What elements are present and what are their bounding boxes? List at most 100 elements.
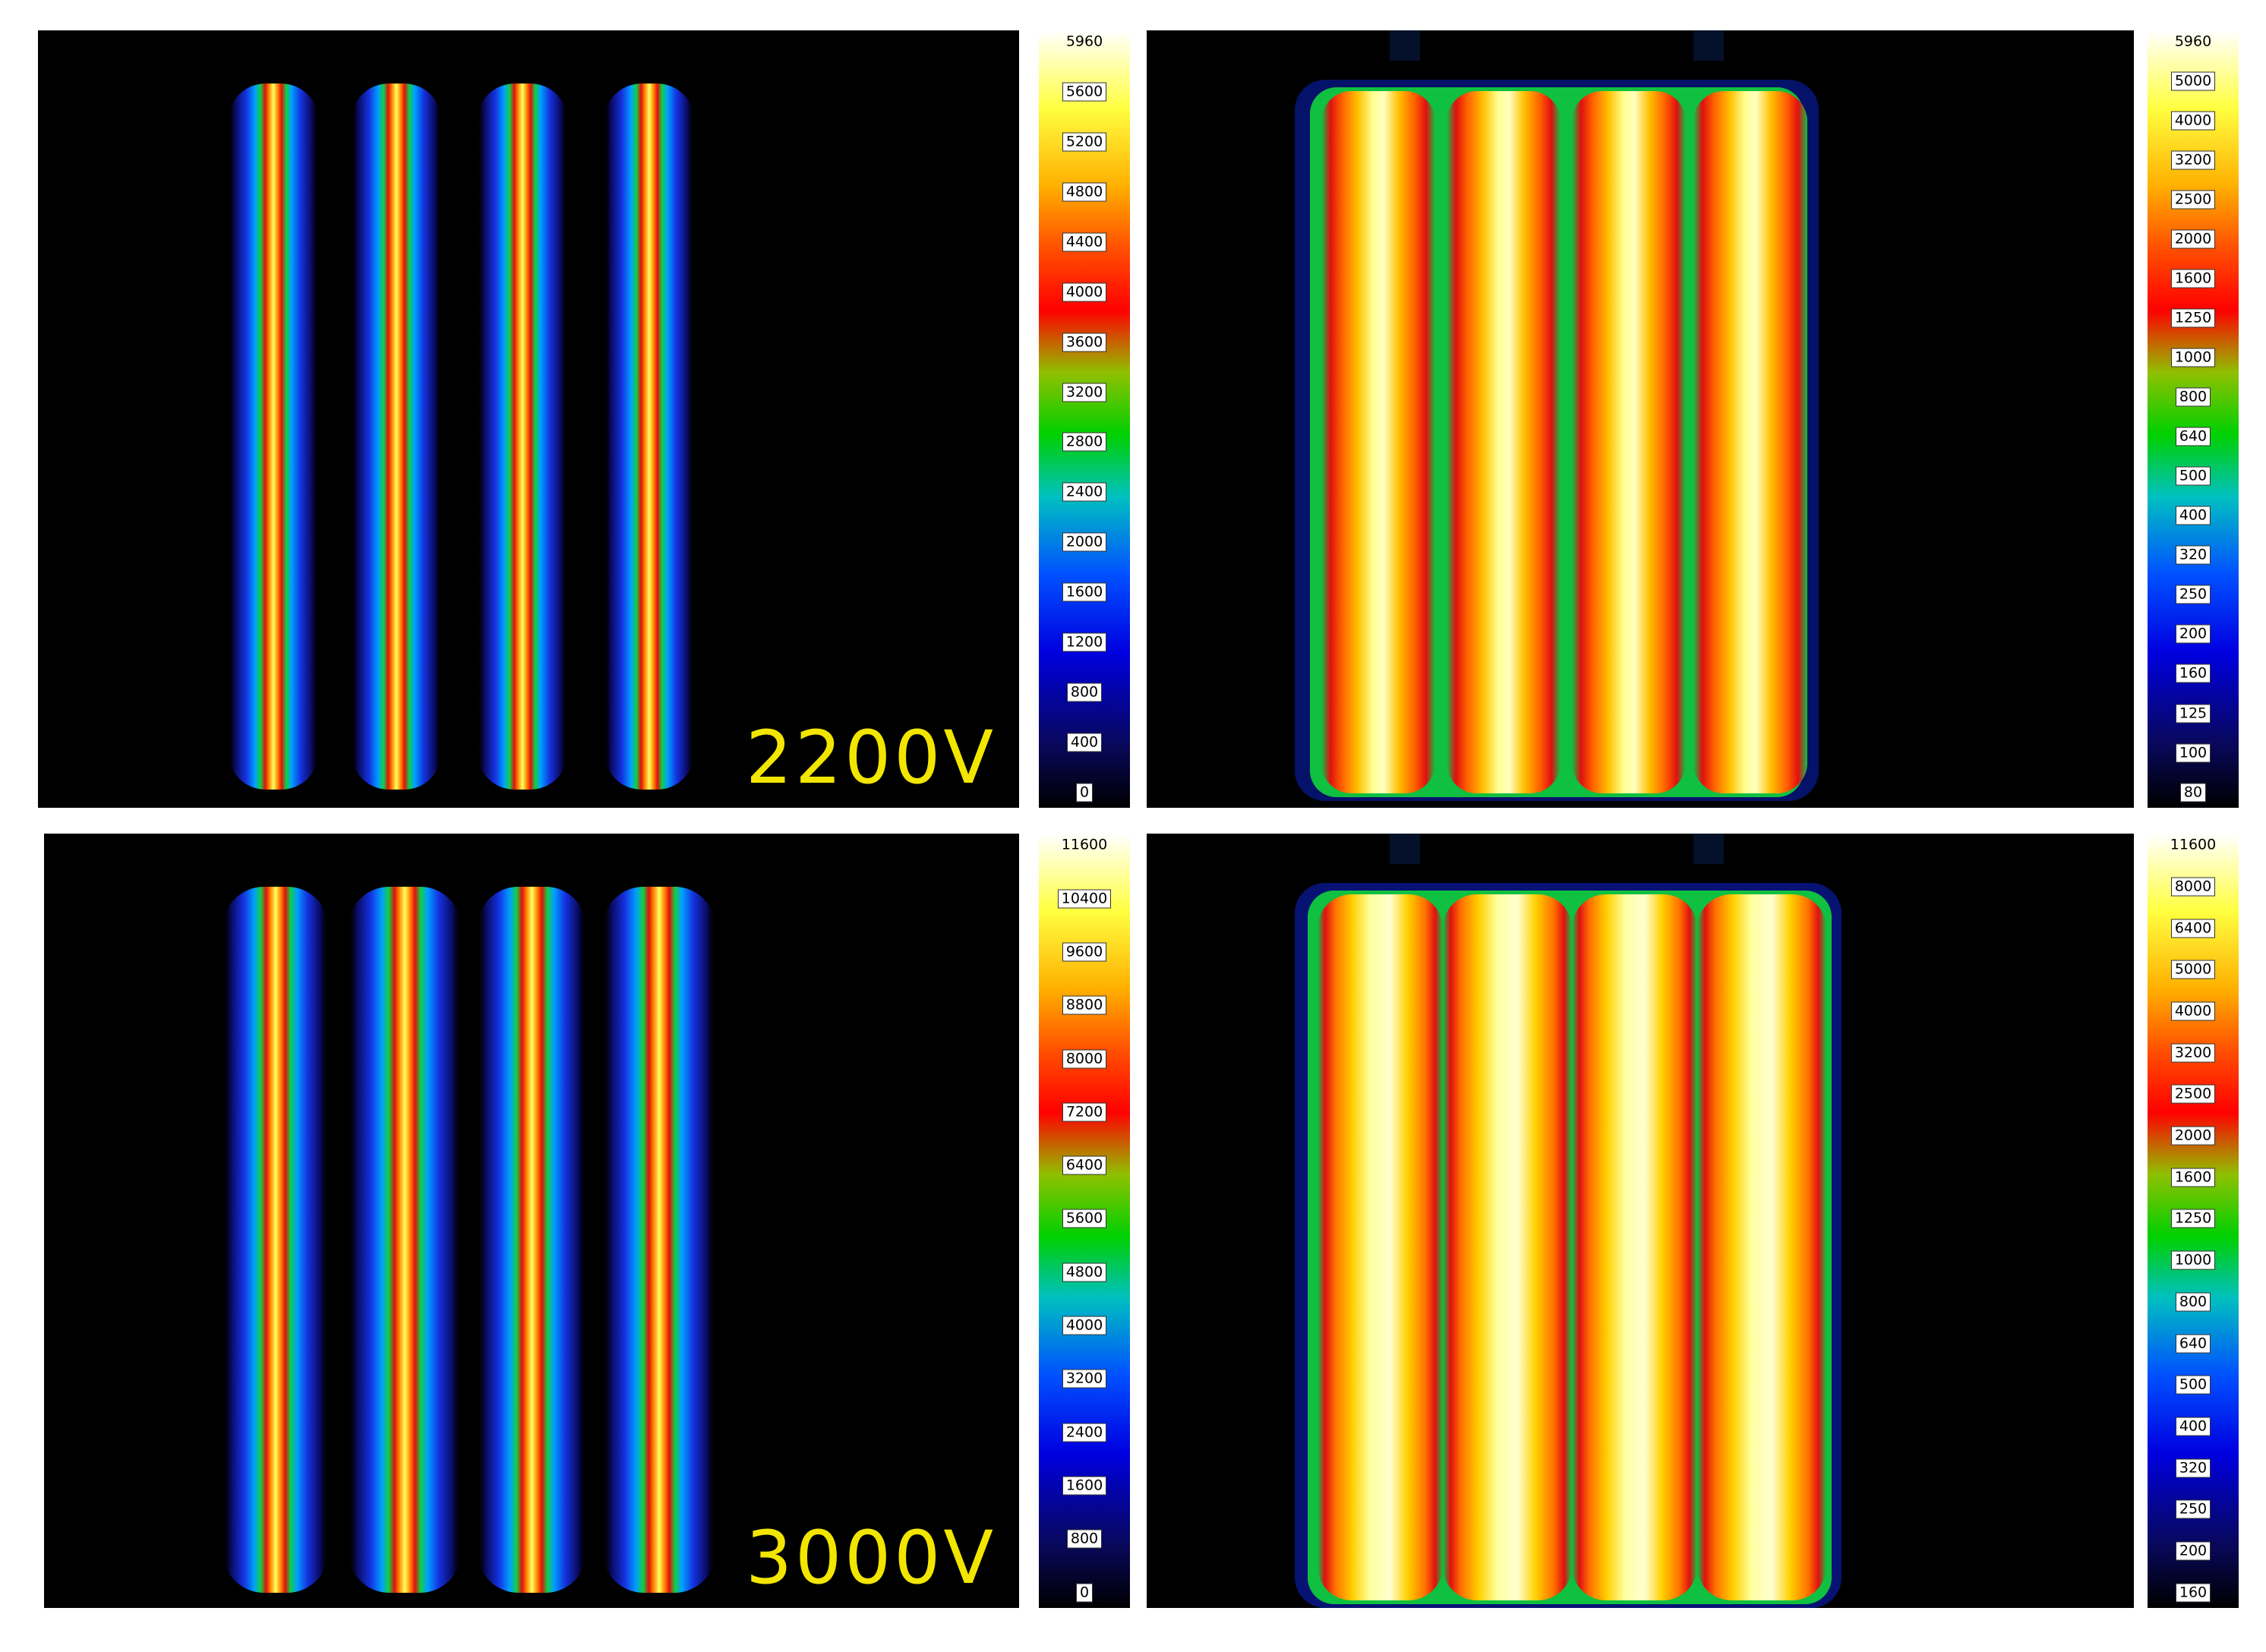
colorbar-tick-label: 320 xyxy=(2148,545,2239,565)
colorbar-tick-label: 8000 xyxy=(1039,1049,1130,1069)
colorbar-tick-label: 4000 xyxy=(2148,111,2239,131)
colorbar-tick-label: 160 xyxy=(2148,1583,2239,1603)
colorbar-tick-label: 5960 xyxy=(1065,33,1103,50)
strip-3 xyxy=(1572,91,1686,793)
panel-top-left: 2200V xyxy=(38,30,1019,808)
colorbar-tick-label: 800 xyxy=(1039,1529,1130,1549)
colorbar-tick-label: 2500 xyxy=(2148,190,2239,210)
colorbar-tick-label: 2000 xyxy=(2148,1126,2239,1146)
colorbar-tick-label: 3200 xyxy=(2148,150,2239,170)
colorbar-tick-label: 6400 xyxy=(2148,919,2239,938)
colorbar-tick-label: 640 xyxy=(2148,427,2239,446)
colorbar-tick-label: 4800 xyxy=(1039,1263,1130,1282)
colorbar-tick-label: 400 xyxy=(1039,733,1130,752)
colorbar-tick-label: 10400 xyxy=(1039,889,1130,909)
colorbar-tick-label: 80 xyxy=(2148,783,2239,802)
strip-4 xyxy=(1697,894,1826,1600)
discharge-strips-wide-2200 xyxy=(1295,30,1819,801)
mount-bracket xyxy=(1693,834,1724,864)
strip-3 xyxy=(477,84,568,790)
colorbar-tick-label: 2400 xyxy=(1039,1423,1130,1442)
strip-1 xyxy=(1321,91,1435,793)
colorbar-tick-label: 5600 xyxy=(1039,82,1130,102)
panel-bottom-left: 3000V xyxy=(44,834,1019,1608)
colorbar-tick-label: 0 xyxy=(1039,1583,1130,1603)
colorbar-tick-label: 7200 xyxy=(1039,1102,1130,1122)
colorbar-tick-label: 2800 xyxy=(1039,432,1130,452)
colorbar-tick-label: 2000 xyxy=(2148,229,2239,249)
colorbar-tick-label: 2500 xyxy=(2148,1084,2239,1104)
colorbar-tick-label: 100 xyxy=(2148,743,2239,762)
colorbar-tick-label: 3200 xyxy=(1039,1369,1130,1389)
panel-bottom-right xyxy=(1147,834,2134,1608)
colorbar-tick-label: 320 xyxy=(2148,1458,2239,1478)
colorbar-tick-label: 1600 xyxy=(1039,582,1130,602)
colorbar-tick-label: 3600 xyxy=(1039,333,1130,352)
colorbar-tick-label: 500 xyxy=(2148,466,2239,486)
colorbar-tick-label: 4000 xyxy=(2148,1001,2239,1021)
colorbar-tick-label: 5000 xyxy=(2148,960,2239,979)
mount-bracket xyxy=(1390,30,1420,61)
colorbar-tick-label: 4400 xyxy=(1039,232,1130,252)
colorbar-tick-label: 6400 xyxy=(1039,1155,1130,1175)
discharge-strips-thin-3000 xyxy=(222,887,716,1593)
strip-2 xyxy=(351,84,442,790)
panel-top-right xyxy=(1147,30,2134,808)
colorbar-tick-label: 11600 xyxy=(1061,836,1108,853)
colorbar-tick-label: 1250 xyxy=(2148,308,2239,328)
colorbar-tick-label: 1600 xyxy=(2148,269,2239,288)
colorbar-tick-label: 5200 xyxy=(1039,132,1130,152)
strip-1 xyxy=(228,84,319,790)
colorbar-tick-label: 2400 xyxy=(1039,482,1130,502)
colorbar-tick-label: 500 xyxy=(2148,1375,2239,1395)
colorbar-tick-label: 400 xyxy=(2148,1417,2239,1436)
strip-4 xyxy=(604,84,695,790)
colorbar-tick-label: 5960 xyxy=(2174,33,2212,50)
colorbar-tick-label: 250 xyxy=(2148,1499,2239,1519)
colorbar-tick-label: 8000 xyxy=(2148,877,2239,897)
colorbar-tick-label: 250 xyxy=(2148,585,2239,604)
colorbar-bottom-right: 11600 8000 6400 5000 4000 3200 2500 2000 1600 125… xyxy=(2148,834,2239,1608)
strip-1 xyxy=(222,887,329,1593)
colorbar-bottom-left: 11600 10400 9600 8800 8000 7200 6400 5600 4800 40… xyxy=(1039,834,1130,1608)
colorbar-tick-label: 160 xyxy=(2148,664,2239,683)
colorbar-tick-label: 4000 xyxy=(1039,1316,1130,1335)
colorbar-tick-label: 0 xyxy=(1039,783,1130,802)
colorbar-tick-label: 3200 xyxy=(1039,383,1130,402)
colorbar-tick-label: 400 xyxy=(2148,506,2239,525)
colorbar-top-left: 5960 5600 5200 4800 4400 4000 3600 3200 2800 2400… xyxy=(1039,30,1130,808)
colorbar-tick-label: 2000 xyxy=(1039,532,1130,552)
colorbar-tick-label: 640 xyxy=(2148,1334,2239,1353)
voltage-label: 3000V xyxy=(746,1515,996,1600)
colorbar-tick-label: 1250 xyxy=(2148,1209,2239,1228)
discharge-strips-thin-2200 xyxy=(228,84,695,790)
strip-2 xyxy=(1443,894,1572,1600)
colorbar-tick-label: 800 xyxy=(2148,1292,2239,1312)
colorbar-tick-label: 4000 xyxy=(1039,282,1130,302)
strip-2 xyxy=(348,887,462,1593)
colorbar-tick-label: 200 xyxy=(2148,624,2239,644)
strip-4 xyxy=(1693,91,1807,793)
colorbar-tick-label: 1000 xyxy=(2148,1250,2239,1270)
colorbar-tick-label: 1200 xyxy=(1039,632,1130,652)
discharge-strips-wide-3000 xyxy=(1295,834,1842,1608)
strip-4 xyxy=(602,887,716,1593)
voltage-label: 2200V xyxy=(746,715,996,800)
strip-3 xyxy=(1572,894,1697,1600)
colorbar-tick-label: 5000 xyxy=(2148,71,2239,91)
mount-bracket xyxy=(1693,30,1724,61)
colorbar-tick-label: 125 xyxy=(2148,704,2239,723)
colorbar-tick-label: 800 xyxy=(1039,683,1130,702)
colorbar-top-right: 5960 5000 4000 3200 2500 2000 1600 1250 1000 800 6… xyxy=(2148,30,2239,808)
colorbar-tick-label: 3200 xyxy=(2148,1043,2239,1063)
colorbar-tick-label: 1600 xyxy=(1039,1476,1130,1496)
strip-1 xyxy=(1318,894,1443,1600)
colorbar-tick-label: 8800 xyxy=(1039,995,1130,1015)
strip-2 xyxy=(1447,91,1561,793)
mount-bracket xyxy=(1390,834,1420,864)
colorbar-tick-label: 800 xyxy=(2148,387,2239,407)
colorbar-tick-label: 1600 xyxy=(2148,1168,2239,1187)
colorbar-tick-label: 9600 xyxy=(1039,942,1130,962)
colorbar-tick-label: 11600 xyxy=(2170,836,2217,853)
strip-3 xyxy=(477,887,587,1593)
